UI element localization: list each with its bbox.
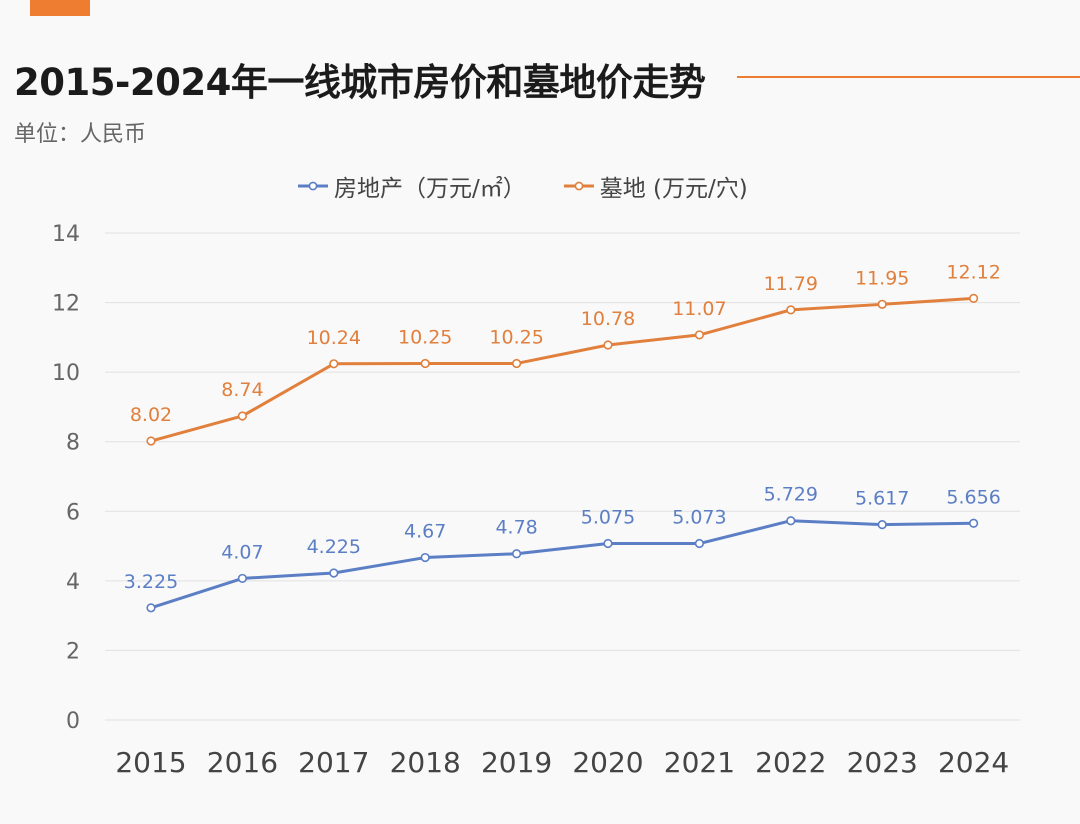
x-tick-label-2015: 2015 [115,746,186,779]
x-tick-label-2017: 2017 [298,746,369,779]
data-label-housing-2020: 5.075 [581,506,635,528]
data-label-housing-2018: 4.67 [404,521,446,543]
y-tick-label-10: 10 [52,361,80,386]
point-housing-2019 [511,549,522,559]
y-tick-label-0: 0 [66,709,80,734]
y-tick-label-6: 6 [66,500,80,525]
point-cemetery-2019 [511,358,522,369]
title-rule [737,76,1080,78]
x-tick-label-2021: 2021 [664,746,735,779]
data-label-housing-2021: 5.073 [672,507,726,529]
y-tick-label-12: 12 [52,292,80,317]
point-housing-2018 [420,552,430,563]
legend-label-cemetery: 墓地 (万元/穴) [599,176,748,202]
data-label-cemetery-2019: 10.25 [489,326,543,348]
x-tick-label-2020: 2020 [572,746,643,779]
data-label-housing-2015: 3.225 [124,571,178,593]
point-cemetery-2017 [329,359,339,369]
y-tick-label-8: 8 [66,431,80,456]
data-label-housing-2024: 5.656 [946,486,1000,508]
data-label-housing-2023: 5.617 [855,488,909,510]
legend: 房地产（万元/㎡） 墓地 (万元/穴) [296,168,784,204]
chart-title: 2015-2024年一线城市房价和墓地价走势 [14,61,706,104]
y-tick-label-14: 14 [52,222,80,247]
series-line-housing [149,519,976,610]
data-label-cemetery-2020: 10.78 [581,308,635,330]
data-label-cemetery-2015: 8.02 [130,404,172,426]
point-cemetery-2015 [146,436,156,446]
point-cemetery-2021 [694,330,705,340]
legend-label-housing: 房地产（万元/㎡） [334,176,526,202]
x-tick-label-2024: 2024 [938,746,1009,779]
data-label-housing-2022: 5.729 [764,484,818,506]
data-label-cemetery-2022: 11.79 [764,273,818,295]
data-label-housing-2016: 4.07 [221,541,263,563]
point-cemetery-2018 [420,358,430,369]
legend-swatch-cemetery [563,181,594,191]
data-label-housing-2019: 4.78 [495,517,537,539]
point-housing-2020 [603,538,613,549]
point-cemetery-2020 [603,340,613,350]
point-housing-2024 [968,518,979,528]
point-housing-2015 [146,603,156,613]
point-housing-2016 [237,573,247,584]
unit-label: 单位：人民币 [14,122,147,147]
x-tick-label-2016: 2016 [207,746,278,779]
point-cemetery-2023 [877,299,887,309]
data-label-housing-2017: 4.225 [307,536,361,558]
legend-swatch-housing [298,181,328,191]
point-housing-2023 [877,520,887,530]
x-tick-label-2018: 2018 [390,746,461,779]
data-label-cemetery-2023: 11.95 [855,267,909,289]
point-housing-2022 [786,516,796,526]
legend-item-housing: 房地产（万元/㎡） [296,169,526,203]
point-cemetery-2016 [237,411,247,421]
point-cemetery-2022 [786,305,796,315]
accent-block [30,0,90,16]
point-housing-2017 [329,568,339,578]
legend-item-cemetery: 墓地 (万元/穴) [562,169,748,203]
data-label-cemetery-2018: 10.25 [398,326,452,348]
y-tick-label-4: 4 [66,570,80,595]
data-label-cemetery-2021: 11.07 [672,298,726,320]
point-housing-2021 [694,538,705,549]
y-tick-label-2: 2 [66,639,80,664]
x-tick-label-2023: 2023 [847,746,918,779]
x-tick-label-2022: 2022 [755,746,826,779]
data-label-cemetery-2017: 10.24 [307,327,361,349]
data-label-cemetery-2016: 8.74 [221,379,263,401]
series-line-cemetery [149,296,976,443]
point-cemetery-2024 [968,293,979,303]
x-tick-label-2019: 2019 [481,746,552,779]
data-label-cemetery-2024: 12.12 [946,261,1000,283]
